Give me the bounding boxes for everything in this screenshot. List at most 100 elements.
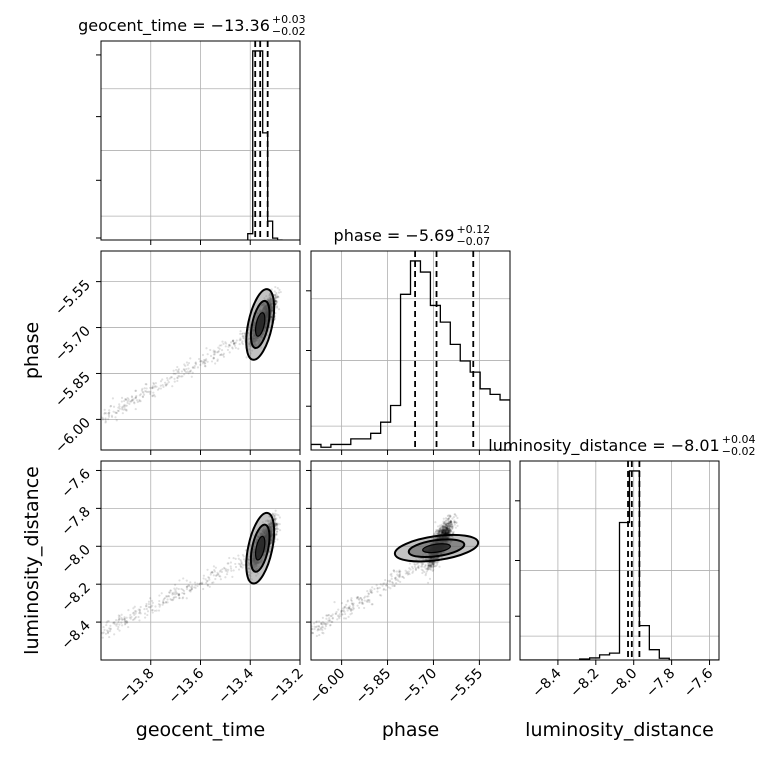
histogram-geocent_time [248, 51, 283, 240]
scatter-point [167, 379, 169, 381]
panel-luminosity_distance-vs-geocent_time [96, 461, 300, 665]
scatter-point [152, 602, 154, 604]
scatter-point [112, 397, 114, 399]
scatter-point [241, 340, 243, 342]
scatter-point [242, 335, 244, 337]
scatter-point [239, 343, 241, 345]
scatter-point [165, 384, 167, 386]
scatter-point [154, 605, 156, 607]
scatter-point [213, 351, 215, 353]
scatter-point [111, 416, 113, 418]
scatter-point [124, 408, 126, 410]
scatter-point [149, 597, 151, 599]
scatter-point [104, 417, 106, 419]
scatter-point [204, 365, 206, 367]
scatter-point [233, 569, 235, 571]
panel-geocent_time-vs-geocent_time [96, 41, 300, 245]
scatter-point [215, 575, 217, 577]
scatter-point [169, 592, 171, 594]
scatter-point [135, 396, 137, 398]
scatter-point [161, 592, 163, 594]
scatter-point [158, 603, 160, 605]
scatter-point [138, 608, 140, 610]
scatter-point [351, 600, 353, 602]
scatter-point [210, 355, 212, 357]
scatter-point [102, 632, 104, 634]
scatter-point [279, 523, 281, 525]
scatter-point [225, 570, 227, 572]
scatter-point [158, 609, 160, 611]
scatter-point [272, 513, 274, 515]
scatter-point [138, 619, 140, 621]
scatter-point [379, 587, 381, 589]
scatter-point [118, 629, 120, 631]
scatter-point [127, 609, 129, 611]
scatter-point [209, 586, 211, 588]
scatter-point [194, 587, 196, 589]
scatter-point [159, 606, 161, 608]
scatter-point [186, 580, 188, 582]
panel-phase-vs-geocent_time [96, 251, 300, 455]
scatter-point [152, 392, 154, 394]
scatter-point [116, 419, 118, 421]
scatter-point [182, 577, 184, 579]
scatter-point [438, 566, 440, 568]
scatter-point [134, 610, 136, 612]
scatter-point [118, 614, 120, 616]
scatter-point [178, 371, 180, 373]
scatter-point [152, 611, 154, 613]
scatter-point [166, 596, 168, 598]
scatter-point [145, 391, 147, 393]
scatter-point [178, 593, 180, 595]
scatter-point [173, 378, 175, 380]
scatter-point [141, 389, 143, 391]
scatter-point [245, 356, 247, 358]
scatter-point [104, 412, 106, 414]
scatter-point [207, 361, 209, 363]
scatter-point [199, 582, 201, 584]
scatter-point [213, 569, 215, 571]
scatter-point [173, 370, 175, 372]
scatter-point [196, 585, 198, 587]
scatter-point [229, 351, 231, 353]
scatter-point [117, 626, 119, 628]
scatter-point [232, 340, 234, 342]
scatter-point [102, 626, 104, 628]
scatter-point [203, 575, 205, 577]
scatter-point [134, 390, 136, 392]
scatter-point [122, 412, 124, 414]
scatter-point [121, 397, 123, 399]
scatter-point [105, 624, 107, 626]
scatter-point [129, 616, 131, 618]
scatter-point [165, 602, 167, 604]
scatter-point [211, 360, 213, 362]
scatter-point [183, 590, 185, 592]
scatter-point [108, 409, 110, 411]
scatter-point [224, 341, 226, 343]
scatter-point [124, 623, 126, 625]
scatter-point [226, 573, 228, 575]
scatter-point [178, 588, 180, 590]
scatter-point [230, 567, 232, 569]
scatter-point [186, 586, 188, 588]
scatter-point [188, 362, 190, 364]
panel-content [98, 286, 282, 424]
scatter-point [189, 590, 191, 592]
scatter-point [118, 618, 120, 620]
scatter-point [189, 581, 191, 583]
scatter-point [153, 383, 155, 385]
scatter-point [144, 387, 146, 389]
scatter-point [230, 561, 232, 563]
scatter-point [184, 370, 186, 372]
scatter-point [174, 381, 176, 383]
scatter-point [213, 357, 215, 359]
scatter-point [217, 573, 219, 575]
scatter-point [176, 380, 178, 382]
scatter-point [189, 370, 191, 372]
scatter-point [117, 407, 119, 409]
scatter-point [275, 523, 277, 525]
scatter-point [220, 353, 222, 355]
scatter-point [198, 358, 200, 360]
scatter-point [120, 622, 122, 624]
scatter-point [230, 565, 232, 567]
